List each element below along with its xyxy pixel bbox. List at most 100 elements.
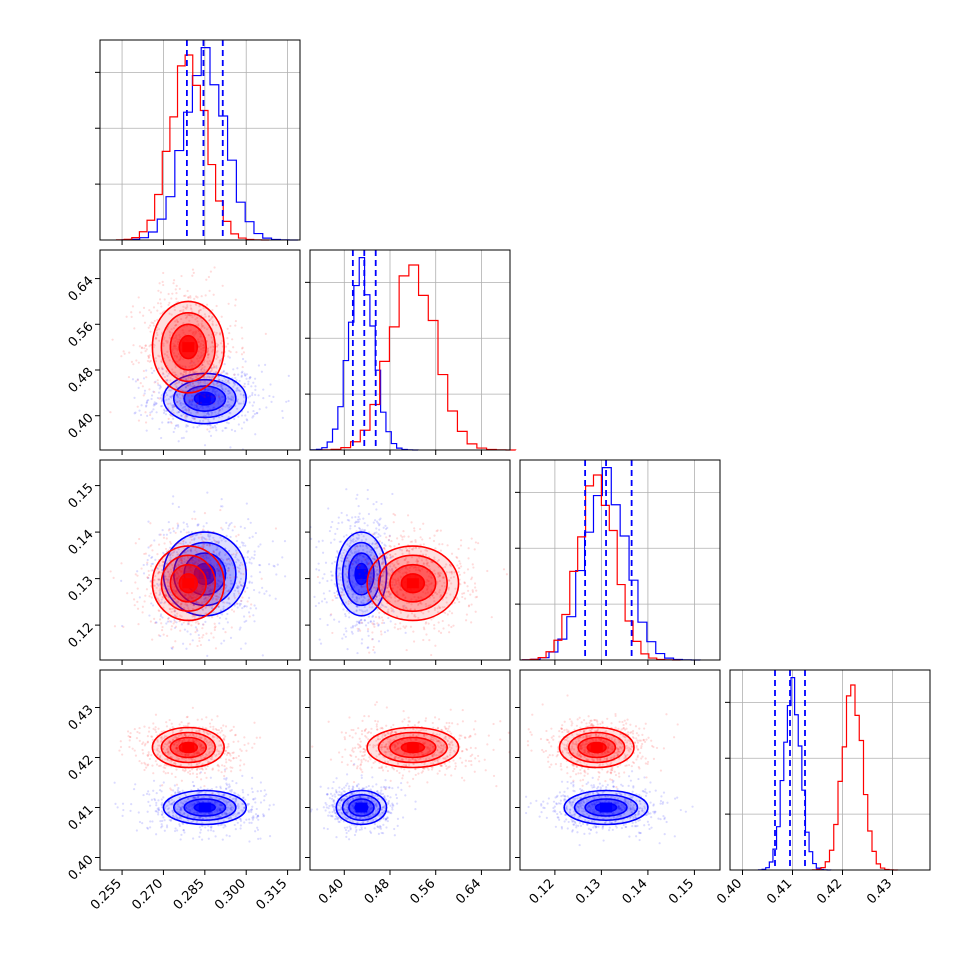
scatter-point — [261, 578, 263, 580]
scatter-point — [175, 425, 177, 427]
scatter-point — [225, 779, 227, 781]
scatter-point — [162, 796, 164, 798]
scatter-point — [284, 540, 286, 542]
scatter-point — [348, 600, 350, 602]
scatter-point — [185, 648, 187, 650]
scatter-point — [371, 638, 373, 640]
scatter-point — [228, 303, 230, 305]
scatter-point — [138, 410, 140, 412]
scatter-point — [262, 397, 264, 399]
scatter-point — [181, 394, 183, 396]
scatter-point — [151, 639, 153, 641]
scatter-point — [252, 791, 254, 793]
scatter-point — [359, 630, 361, 632]
scatter-point — [226, 535, 228, 537]
scatter-point — [164, 396, 166, 398]
scatter-point — [173, 279, 175, 281]
scatter-point — [151, 563, 153, 565]
scatter-point — [163, 409, 165, 411]
scatter-point — [150, 569, 152, 571]
scatter-point — [386, 527, 388, 529]
scatter-point — [229, 577, 231, 579]
scatter-point — [239, 818, 241, 820]
scatter-point — [237, 794, 239, 796]
scatter-point — [447, 613, 449, 615]
scatter-point — [467, 557, 469, 559]
scatter-point — [367, 498, 369, 500]
scatter-point — [378, 523, 380, 525]
scatter-point — [322, 552, 324, 554]
scatter-point — [228, 332, 230, 334]
scatter-point — [354, 625, 356, 627]
scatter-point — [246, 418, 248, 420]
scatter-point — [121, 815, 123, 817]
scatter-point — [220, 383, 222, 385]
scatter-point — [341, 521, 343, 523]
scatter-point — [255, 607, 257, 609]
scatter-point — [318, 540, 320, 542]
scatter-point — [122, 803, 124, 805]
scatter-point — [122, 626, 124, 628]
scatter-point — [149, 412, 151, 414]
scatter-point — [170, 543, 172, 545]
scatter-point — [143, 370, 145, 372]
scatter-point — [265, 793, 267, 795]
scatter-point — [365, 574, 367, 576]
scatter-point — [221, 371, 223, 373]
scatter-point — [259, 564, 261, 566]
scatter-point — [273, 565, 275, 567]
scatter-point — [440, 550, 442, 552]
scatter-point — [144, 350, 146, 352]
scatter-point — [197, 524, 199, 526]
scatter-point — [232, 368, 234, 370]
scatter-point — [345, 636, 347, 638]
scatter-point — [157, 813, 159, 815]
scatter-point — [159, 820, 161, 822]
scatter-point — [247, 381, 249, 383]
scatter-point — [136, 829, 138, 831]
scatter-point — [178, 823, 180, 825]
scatter-point — [162, 284, 164, 286]
scatter-point — [372, 664, 374, 666]
scatter-point — [331, 562, 333, 564]
scatter-point — [111, 339, 113, 341]
scatter-point — [155, 833, 157, 835]
scatter-point — [247, 383, 249, 385]
scatter-point — [168, 418, 170, 420]
scatter-point — [167, 403, 169, 405]
scatter-point — [114, 803, 116, 805]
scatter-point — [456, 557, 458, 559]
scatter-point — [403, 535, 405, 537]
scatter-point — [210, 829, 212, 831]
scatter-point — [215, 427, 217, 429]
scatter-point — [235, 351, 237, 353]
scatter-point — [269, 383, 271, 385]
scatter-point — [438, 621, 440, 623]
scatter-point — [408, 535, 410, 537]
scatter-point — [204, 621, 206, 623]
scatter-point — [160, 437, 162, 439]
scatter-point — [150, 367, 152, 369]
scatter-point — [133, 397, 135, 399]
scatter-point — [231, 780, 233, 782]
scatter-point — [206, 544, 208, 546]
scatter-point — [281, 410, 283, 412]
scatter-point — [268, 808, 270, 810]
scatter-point — [315, 568, 317, 570]
scatter-point — [234, 526, 236, 528]
scatter-point — [166, 826, 168, 828]
scatter-point — [204, 393, 206, 395]
scatter-point — [120, 562, 122, 564]
scatter-point — [375, 616, 377, 618]
scatter-point — [317, 576, 319, 578]
scatter-point — [229, 560, 231, 562]
scatter-point — [351, 516, 353, 518]
scatter-point — [260, 790, 262, 792]
scatter-point — [241, 375, 243, 377]
scatter-point — [366, 524, 368, 526]
scatter-point — [239, 380, 241, 382]
scatter-point — [140, 404, 142, 406]
scatter-point — [357, 568, 359, 570]
scatter-point — [433, 624, 435, 626]
